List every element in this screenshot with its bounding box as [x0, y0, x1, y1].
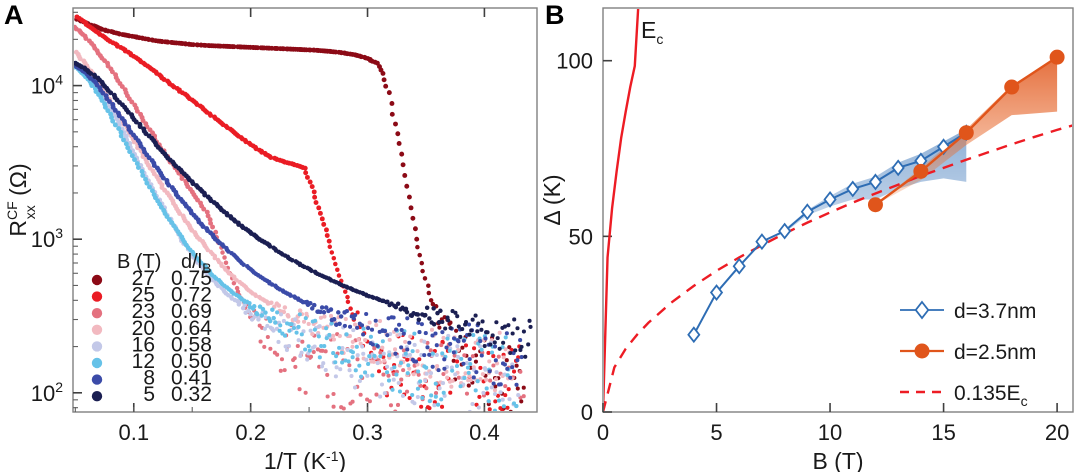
panel-a-legend-b-value: 23: [132, 300, 155, 323]
panel-a-legend-b-value: 20: [132, 317, 155, 340]
panel-a-ytick-label: 104: [31, 72, 63, 99]
panel-a-y-ticks: 104 103 102: [31, 11, 82, 409]
panel-b-y-ticks: 0 50 100: [556, 49, 612, 425]
panel-a-x-ticks: 0.1 0.2 0.3 0.4: [74, 8, 500, 445]
panel-b-data: [604, 9, 1072, 411]
panel-b-blue-marker: [846, 180, 860, 198]
panel-b-dashed-curve: [604, 124, 1072, 411]
panel-a-legend-ratio-value: 0.58: [171, 333, 212, 356]
panel-b-xtick-label: 15: [931, 420, 955, 445]
panel-b-ec-annotation: Ec: [641, 17, 663, 47]
panel-a-legend-marker: [91, 291, 103, 302]
panel-b-blue-marker: [778, 222, 792, 240]
panel-b-ytick-label: 100: [556, 49, 593, 74]
panel-b-blue-marker: [687, 326, 701, 344]
panel-b-xaxis-label: B (T): [812, 448, 863, 472]
panel-b-blue-marker: [755, 233, 769, 251]
panel-b-xtick-label: 5: [710, 420, 722, 445]
panel-a-xtick-label: 0.1: [118, 420, 149, 445]
panel-a-xtick-label: 0.2: [235, 420, 266, 445]
panel-b-orange-marker: [913, 163, 929, 179]
panel-a-legend-b-value: 27: [132, 267, 155, 290]
panel-a-legend-ratio-value: 0.72: [171, 284, 212, 307]
panel-b-legend: d=3.7nm d=2.5nm 0.135Ec: [900, 300, 1036, 409]
panel-b: 0 5 10 15 20 0 50 100 B (T) Δ (K) Ec d=3.7nm d=2.5nm…: [539, 7, 1074, 472]
panel-a-legend-ratio-value: 0.41: [171, 367, 212, 390]
panel-a-legend-ratio-value: 0.75: [171, 267, 212, 290]
panel-a-legend-b-value: 8: [143, 367, 155, 390]
panel-a-legend-b-value: 5: [143, 383, 155, 406]
panel-a-xtick-label: 0.3: [352, 420, 383, 445]
panel-a-xtick-label: 0.4: [469, 420, 500, 445]
panel-a-legend-ratio-value: 0.64: [171, 317, 212, 340]
panel-b-orange-marker: [958, 125, 974, 141]
panel-b-xtick-label: 10: [818, 420, 842, 445]
panel-b-legend-label-25nm: d=2.5nm: [954, 341, 1036, 364]
panel-b-blue-marker: [709, 284, 724, 302]
panel-a-legend-header-b: B (T): [117, 251, 161, 273]
panel-b-ec-curve: [604, 9, 640, 411]
panel-b-ytick-label: 0: [581, 400, 593, 425]
panel-b-blue-marker: [800, 203, 814, 221]
panel-b-frame: [602, 7, 1074, 413]
panel-a-legend-marker: [91, 341, 103, 352]
panel-b-blue-marker: [868, 173, 883, 191]
panel-a-series: [74, 60, 533, 359]
panel-a-data: [74, 14, 533, 411]
svg-text:Δ (K): Δ (K): [539, 174, 565, 225]
panel-a-legend-marker: [91, 357, 103, 369]
panel-a-xaxis-label: 1/T (K-1): [264, 448, 346, 472]
panel-a-legend-marker: [91, 374, 103, 385]
panel-b-blue-marker: [732, 257, 746, 275]
panel-b-blue-marker: [891, 159, 905, 177]
panel-b-orange-marker: [1049, 49, 1065, 65]
panel-b-x-ticks: 0 5 10 15 20: [597, 403, 1069, 445]
panel-a-frame: [72, 7, 538, 413]
panel-b-xtick-label: 20: [1045, 420, 1069, 445]
panel-a-series: [74, 63, 524, 387]
panel-a-legend-marker: [91, 324, 103, 335]
panel-a-legend-marker: [91, 308, 103, 319]
panel-b-blue-band: [693, 129, 967, 335]
panel-a-ytick-label: 102: [31, 379, 63, 406]
panel-a: 104 103 102 0.1 0.2 0.3 0.4 1/T (K-1) RCF xx (Ω) B…: [4, 7, 538, 472]
panel-a-ytick-label: 103: [31, 225, 63, 252]
panel-a-legend-marker: [91, 274, 103, 286]
panel-a-legend-ratio-value: 0.50: [171, 350, 212, 373]
panel-b-legend-label-37nm: d=3.7nm: [954, 300, 1036, 323]
panel-b-orange-marker: [1004, 79, 1020, 95]
panel-a-letter: A: [4, 0, 24, 30]
panel-a-legend-ratio-value: 0.32: [171, 383, 212, 406]
panel-b-ytick-label: 50: [569, 224, 593, 249]
panel-b-legend-label-dashed: 0.135Ec: [954, 382, 1028, 409]
panel-a-yaxis-label: RCF xx (Ω): [4, 163, 38, 236]
panel-b-blue-marker: [936, 138, 951, 156]
panel-b-legend-diamond-icon: [914, 300, 930, 320]
panel-a-legend-b-value: 12: [132, 350, 155, 373]
panel-b-orange-marker: [867, 197, 883, 213]
panel-b-legend-circle-icon: [914, 343, 930, 359]
panel-a-legend-b-value: 16: [132, 333, 155, 356]
panel-b-blue-marker: [823, 190, 837, 208]
panel-a-legend-ratio-value: 0.69: [171, 300, 212, 323]
panel-a-legend-b-value: 25: [132, 284, 155, 307]
panel-b-letter: B: [545, 0, 565, 30]
panel-a-legend-marker: [91, 391, 103, 402]
panel-b-yaxis-label: Δ (K): [539, 174, 565, 225]
panel-b-xtick-label: 0: [597, 420, 609, 445]
